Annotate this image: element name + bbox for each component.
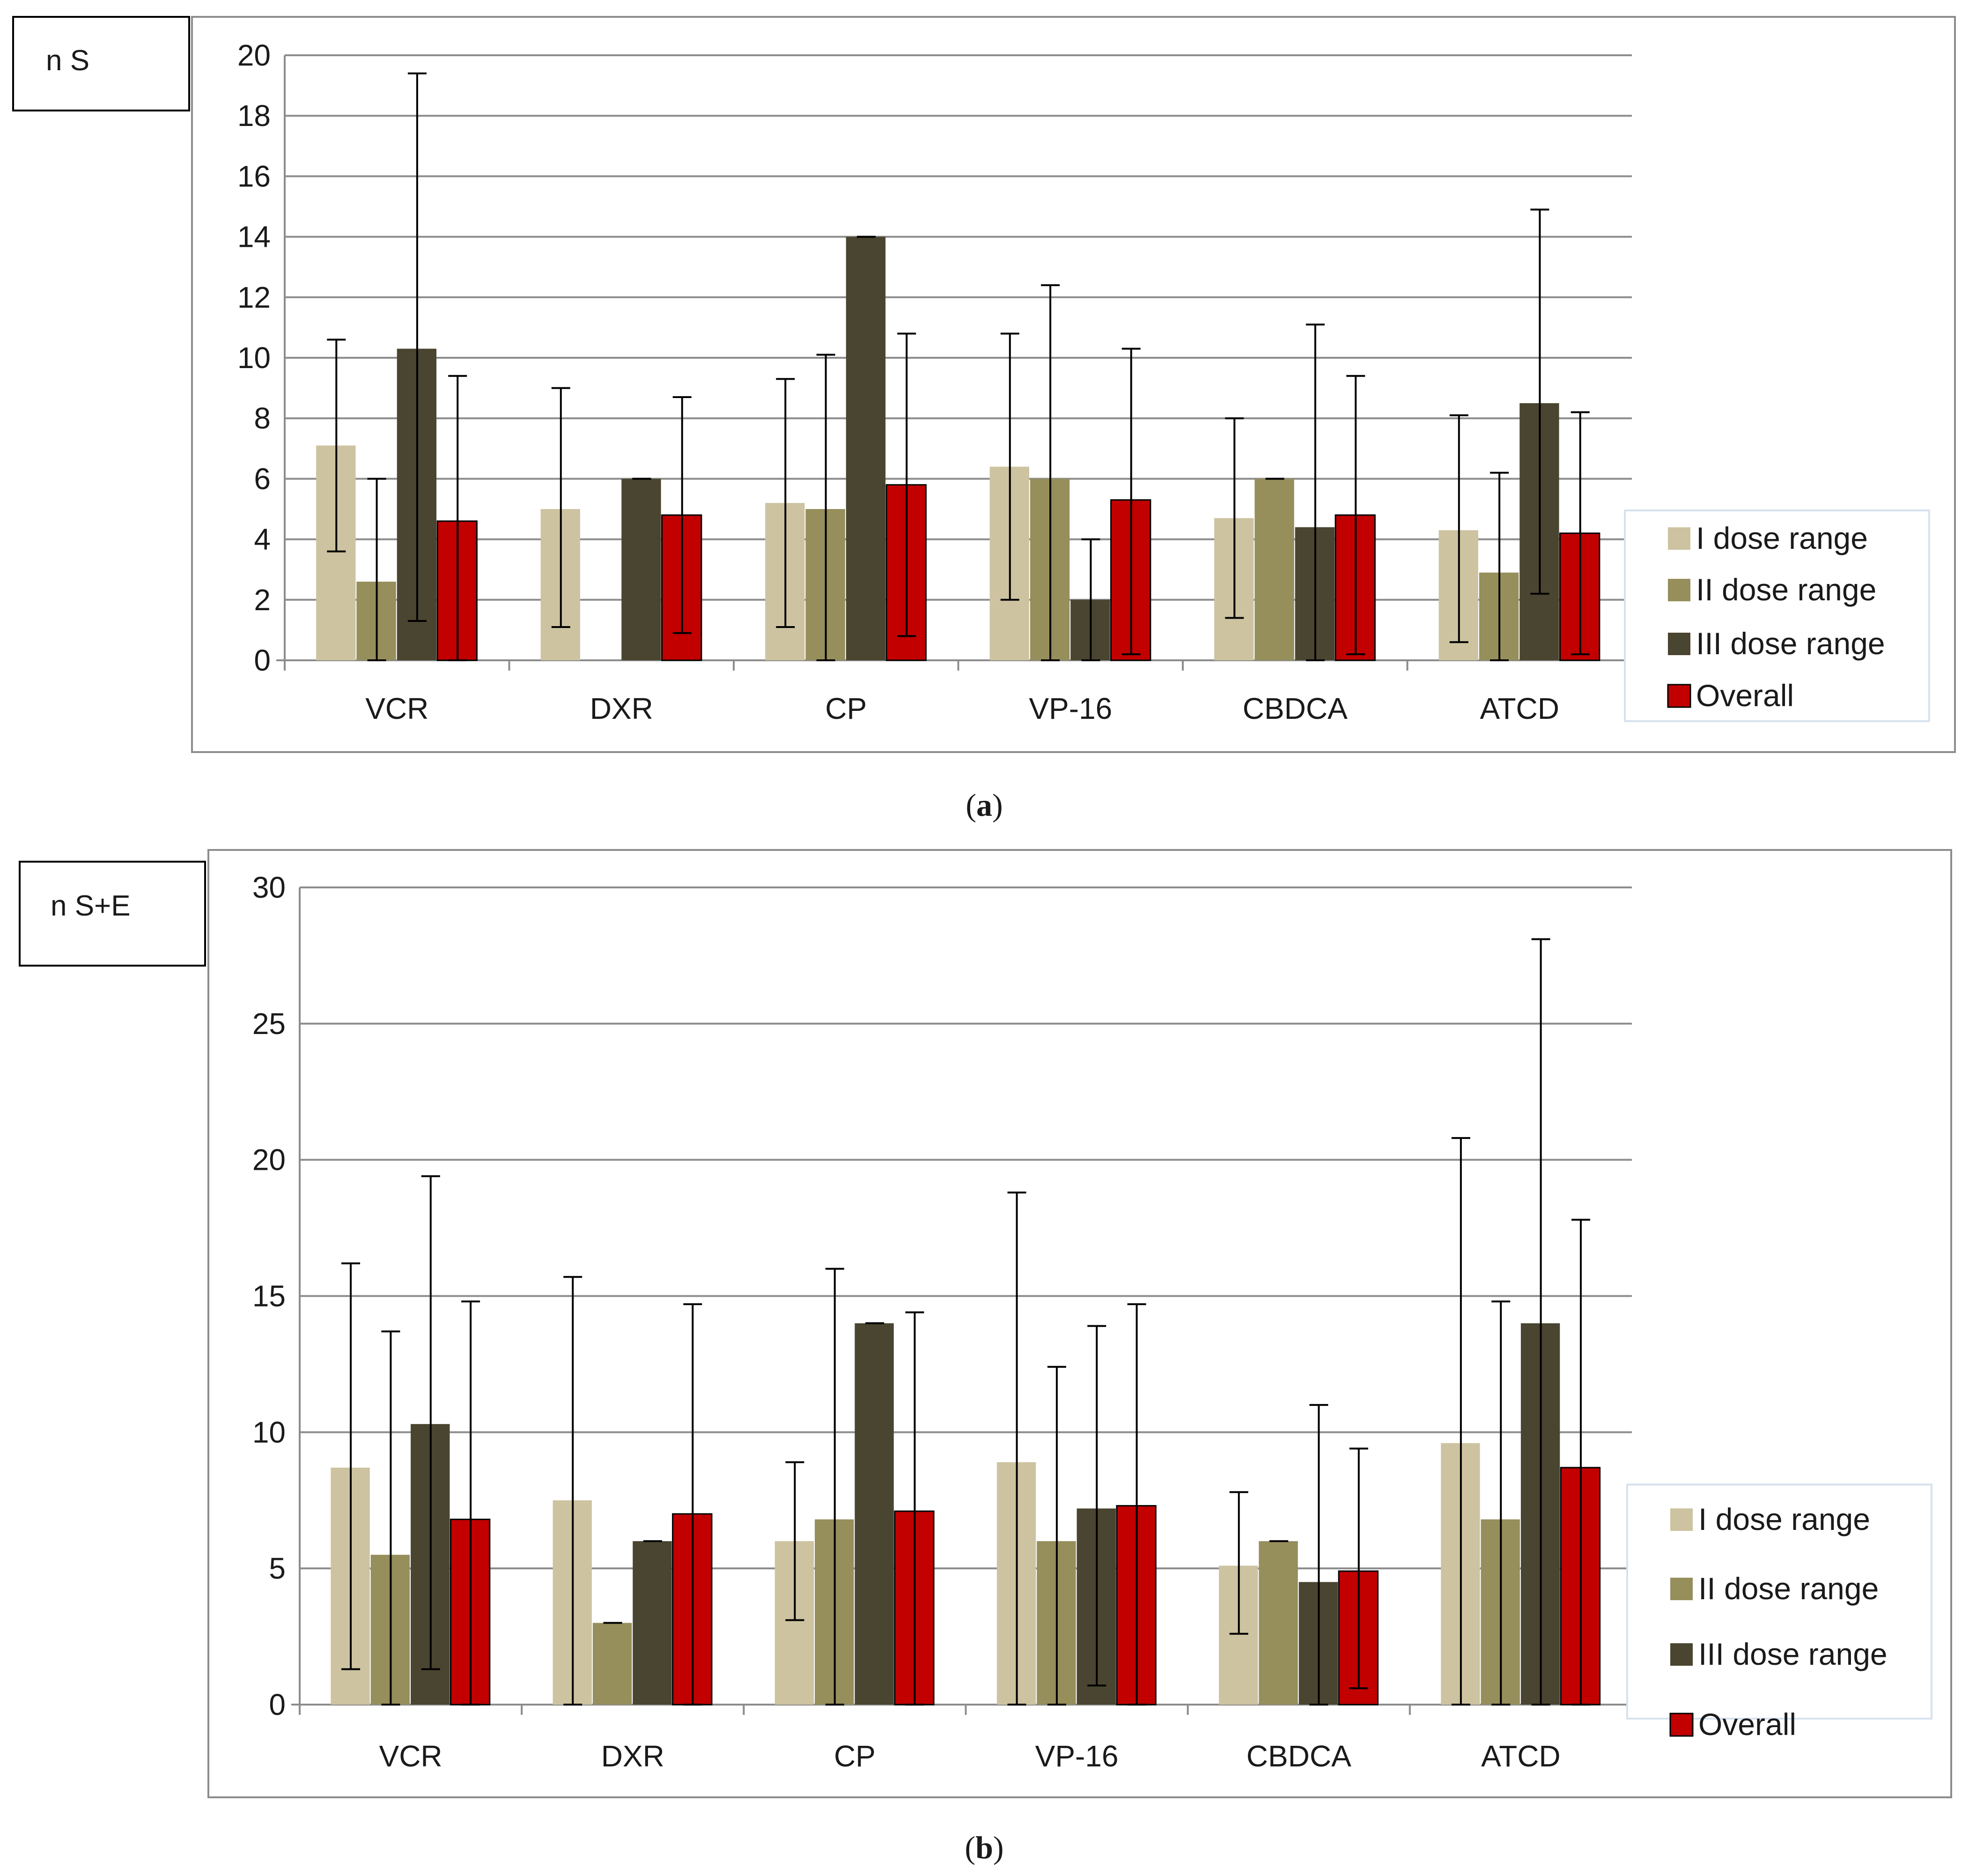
y-tick-label: 10	[237, 341, 271, 375]
y-tick-label: 12	[237, 281, 271, 314]
y-tick-label: 0	[269, 1688, 286, 1721]
legend: I dose range II dose range III dose range O…	[1624, 510, 1930, 722]
legend-swatch	[1670, 1508, 1693, 1531]
panel-label: n S+E	[51, 890, 131, 922]
x-tick-label: VP-16	[1035, 1739, 1119, 1773]
bar-dxr-3	[621, 479, 661, 660]
y-tick-label: 30	[252, 871, 286, 904]
legend-label: Overall	[1696, 678, 1794, 713]
x-tick-label: VP-16	[1029, 692, 1112, 725]
legend-swatch	[1669, 1713, 1694, 1737]
legend-swatch	[1667, 684, 1691, 708]
legend-swatch	[1670, 1578, 1693, 1600]
y-tick-label: 5	[269, 1551, 286, 1585]
chart-panel-a: n S 0 2 4 6 8 10 12 14 16 18 20 VCR DXR CP VP-16 CBDCA AT…	[12, 16, 1956, 753]
x-tick-label: ATCD	[1481, 1739, 1560, 1773]
y-tick-label: 10	[252, 1415, 286, 1449]
y-tick-label: 16	[237, 159, 271, 193]
chart-frame	[207, 849, 1952, 1798]
x-tick-label: ATCD	[1480, 692, 1559, 725]
panel-label-box	[12, 16, 190, 111]
bar-dxr-3	[633, 1541, 672, 1705]
y-tick-label: 6	[254, 462, 271, 495]
chart-panel-b: n S+E 0 5 10 15 20 25 30 VCR DXR CP VP-16 CBDCA ATCD I…	[19, 849, 1952, 1798]
legend-label: I dose range	[1698, 1502, 1870, 1536]
chart-frame	[191, 16, 1956, 753]
bar-cbdca-2	[1254, 479, 1294, 660]
bar-dxr-2	[592, 1623, 632, 1705]
x-tick-label: VCR	[365, 692, 428, 725]
legend-swatch	[1668, 527, 1690, 550]
legend-label: II dose range	[1696, 572, 1876, 607]
y-tick-label: 8	[254, 401, 271, 435]
y-tick-label: 4	[254, 523, 271, 556]
legend-swatch	[1670, 1643, 1693, 1666]
x-tick-label: DXR	[601, 1739, 664, 1773]
x-tick-label: CBDCA	[1246, 1739, 1351, 1773]
y-tick-label: 0	[254, 643, 271, 677]
x-tick-label: CP	[825, 692, 867, 725]
y-tick-label: 18	[237, 99, 271, 133]
legend-label: II dose range	[1698, 1571, 1879, 1606]
x-tick-label: VCR	[379, 1739, 442, 1773]
panel-label-box	[19, 861, 206, 967]
legend-swatch	[1668, 633, 1690, 655]
y-tick-label: 2	[254, 583, 271, 617]
y-tick-label: 20	[252, 1143, 286, 1177]
x-tick-label: DXR	[590, 692, 653, 725]
bar-cp-3	[855, 1323, 894, 1705]
x-tick-label: CBDCA	[1243, 692, 1348, 725]
y-tick-label: 15	[252, 1279, 286, 1313]
x-tick-label: CP	[834, 1739, 876, 1773]
legend-label: Overall	[1698, 1707, 1796, 1742]
panel-label: n S	[46, 44, 89, 77]
bar-cp-3	[846, 236, 886, 661]
legend-swatch	[1668, 579, 1690, 601]
y-tick-label: 20	[237, 38, 271, 72]
legend: I dose range II dose range III dose range O…	[1626, 1484, 1932, 1742]
legend-label: III dose range	[1698, 1637, 1888, 1671]
bar-cbdca-2	[1259, 1541, 1298, 1705]
legend-label: III dose range	[1696, 626, 1885, 661]
y-tick-label: 14	[237, 220, 271, 254]
y-tick-label: 25	[252, 1007, 286, 1041]
legend-label: I dose range	[1696, 521, 1868, 555]
caption-a: (a)	[966, 787, 1003, 823]
caption-b: (b)	[965, 1830, 1003, 1865]
